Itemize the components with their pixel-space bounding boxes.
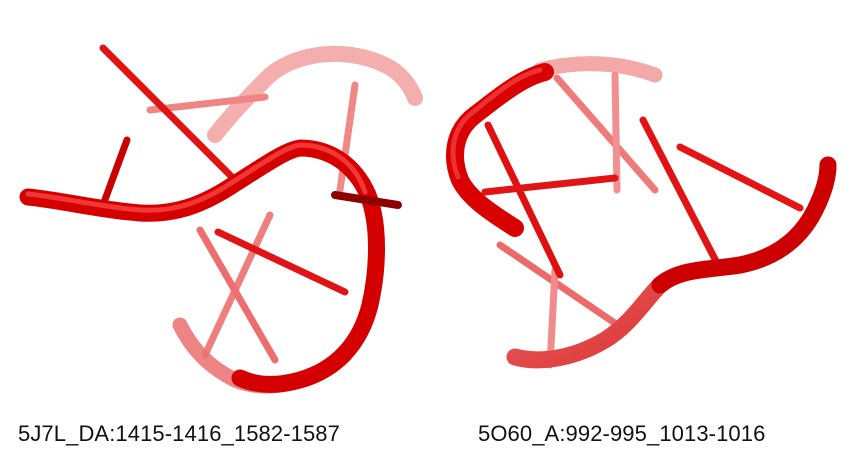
left-back-strand	[207, 45, 423, 143]
right-main-loop-highlight	[450, 67, 543, 180]
right-panel-label: 5O60_A:992-995_1013-1016	[478, 421, 766, 446]
right-rung-2	[481, 174, 619, 196]
left-rna-structure	[19, 44, 423, 394]
right-rung-faded-2	[611, 71, 621, 194]
left-rung-stub	[99, 136, 131, 209]
right-rung-3	[639, 116, 722, 269]
left-panel-label: 5J7L_DA:1415-1416_1582-1587	[18, 421, 340, 446]
left-main-strand	[19, 139, 385, 393]
left-main-strand-highlight	[25, 142, 368, 213]
left-rung-long	[99, 44, 244, 189]
left-rung-dark	[331, 191, 402, 209]
right-main-loop	[446, 63, 554, 237]
left-rung-mid	[214, 228, 349, 296]
right-rung-1	[484, 121, 564, 279]
right-rna-structure	[446, 56, 837, 369]
right-lower-strand	[506, 156, 837, 369]
left-rung-faded-4	[196, 226, 279, 364]
left-rung-faded-1	[146, 93, 269, 114]
right-top-tail	[532, 56, 663, 83]
right-rung-faded-3	[496, 241, 629, 334]
rna-structure-renderings	[19, 44, 837, 394]
right-lower-strand-front	[651, 156, 837, 294]
right-rung-faded-1	[553, 74, 659, 194]
right-rung-4	[676, 143, 804, 212]
right-rung-faded-4	[546, 266, 559, 369]
left-rung-faded-3	[201, 211, 274, 359]
